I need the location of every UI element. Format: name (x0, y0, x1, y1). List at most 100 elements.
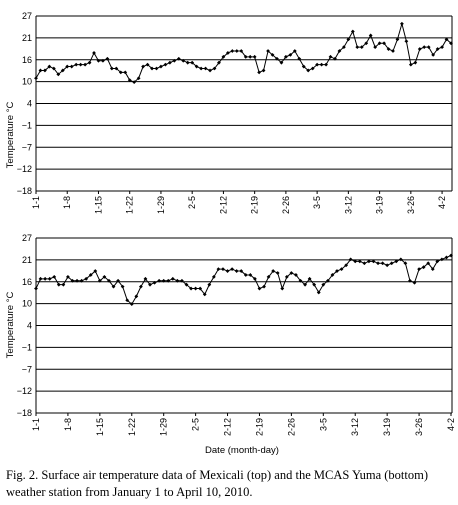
data-point (248, 54, 253, 59)
data-point (193, 286, 198, 291)
mexicali-panel: 27 21 16 10 4 −1 −7 −12 −181-1 1-8 1-15 1-22 1-29 2-5… (17, 11, 453, 214)
data-point (440, 45, 444, 50)
data-point (167, 60, 172, 65)
data-point (239, 269, 244, 273)
x-tick-label: 3-5 (312, 196, 322, 209)
data-point (51, 66, 56, 71)
data-point (376, 261, 380, 266)
y-tick-label: −1 (22, 342, 32, 352)
x-tick-label: 1-15 (95, 418, 105, 436)
data-point (368, 33, 373, 38)
data-point (123, 70, 128, 75)
data-point (203, 66, 208, 71)
data-point (270, 52, 275, 57)
data-point (297, 56, 302, 61)
x-tick-label: 1-1 (31, 196, 41, 209)
data-point (422, 45, 427, 50)
figure-caption: Fig. 2. Surface air temperature data of … (6, 468, 428, 499)
data-point (93, 269, 98, 273)
data-point (408, 62, 413, 67)
data-point (333, 56, 337, 61)
data-point (198, 286, 203, 291)
y-tick-label: −18 (17, 408, 32, 418)
data-point (87, 60, 92, 65)
x-tick-label: 3-19 (382, 418, 392, 436)
data-point (301, 64, 306, 69)
data-point (377, 41, 382, 46)
data-point (306, 68, 311, 73)
data-point (391, 49, 395, 53)
data-point (426, 45, 431, 50)
data-point (344, 263, 349, 268)
y-tick-label: −1 (22, 120, 32, 130)
data-point (275, 56, 279, 61)
data-point (328, 54, 333, 59)
x-tick-label: 3-5 (318, 418, 328, 431)
data-point (413, 60, 418, 65)
x-axis-label: Date (month-day) (205, 445, 279, 456)
data-point (234, 49, 239, 53)
data-point (97, 278, 102, 283)
data-point (43, 276, 48, 281)
data-point (75, 278, 79, 283)
data-point (107, 278, 111, 283)
y-tick-label: 21 (22, 33, 32, 43)
y-tick-label: 27 (22, 233, 32, 243)
y-axis-label-bottom: Temperature °C (5, 292, 16, 359)
data-point (275, 271, 280, 275)
x-tick-label: 3-19 (375, 196, 385, 214)
data-point (444, 37, 449, 42)
x-tick-label: 2-19 (250, 196, 260, 214)
data-point (217, 60, 221, 65)
data-point (120, 284, 125, 289)
data-point (181, 58, 186, 63)
data-point (47, 64, 52, 69)
data-point (449, 253, 453, 258)
data-point (266, 49, 270, 53)
data-point (184, 282, 189, 287)
x-tick-label: 1-22 (127, 418, 137, 436)
y-tick-label: 27 (22, 11, 32, 21)
data-point (88, 273, 93, 277)
data-point (194, 64, 199, 69)
data-point (92, 51, 96, 55)
data-point (367, 259, 371, 264)
data-point (380, 261, 385, 266)
data-point (252, 54, 257, 59)
data-point (350, 29, 355, 34)
data-point (435, 47, 440, 51)
data-point (283, 54, 288, 59)
data-point (353, 259, 358, 264)
data-point (208, 68, 212, 73)
data-point (288, 52, 293, 57)
data-point (136, 76, 141, 81)
x-tick-label: 3-26 (414, 418, 424, 436)
data-point (221, 54, 226, 59)
yuma-panel: 27 21 16 10 4 −1 −7 −12 −181-1 1-8 1-15 1-22 1-29 2-5… (17, 233, 456, 436)
data-point (69, 64, 74, 69)
y-tick-label: −7 (22, 364, 32, 374)
data-point (337, 49, 342, 53)
data-point (52, 274, 57, 279)
data-point (150, 66, 154, 71)
data-point (84, 276, 89, 281)
data-point (148, 282, 152, 287)
data-point (426, 261, 431, 266)
data-point (56, 72, 61, 77)
data-point (221, 267, 225, 272)
data-point (373, 45, 378, 50)
data-point (152, 280, 157, 285)
data-point (172, 58, 177, 63)
y-tick-label: 4 (27, 321, 32, 331)
data-point (47, 276, 52, 281)
data-point (60, 68, 65, 73)
x-tick-label: 2-12 (218, 196, 228, 214)
data-point (444, 255, 449, 260)
data-point (346, 37, 351, 42)
data-point (234, 269, 239, 273)
y-tick-label: −12 (17, 386, 32, 396)
series-line (35, 255, 452, 305)
y-tick-label: 16 (22, 55, 32, 65)
data-point (56, 282, 61, 287)
data-point (364, 41, 369, 46)
